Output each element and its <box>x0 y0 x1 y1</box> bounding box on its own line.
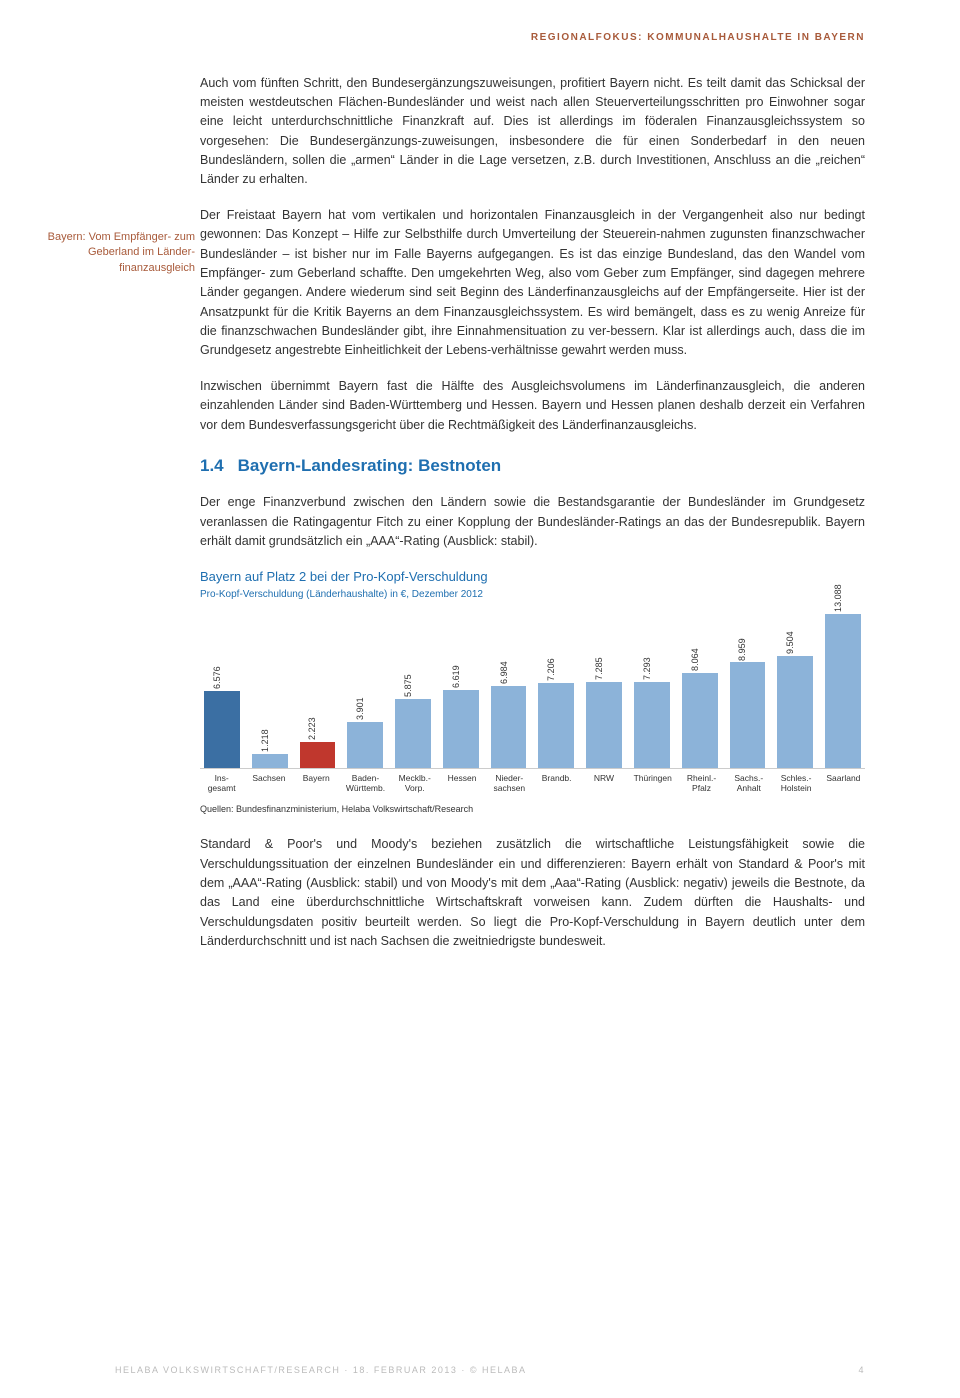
bar-value-label: 8.064 <box>689 648 703 671</box>
bar-value-label: 7.206 <box>545 659 559 682</box>
footer-page-number: 4 <box>858 1364 865 1378</box>
bar-value-label: 5.875 <box>402 674 416 697</box>
x-axis-label: Baden-Württemb. <box>346 773 385 793</box>
chart-source: Quellen: Bundesfinanzministerium, Helaba… <box>200 803 865 817</box>
bar-value-label: 7.285 <box>593 658 607 681</box>
body-paragraph: Auch vom fünften Schritt, den Bundesergä… <box>200 74 865 190</box>
chart-bar: 5.875 <box>395 609 431 768</box>
x-axis-label: Saarland <box>826 773 861 793</box>
chart-bar: 6.984 <box>491 609 527 768</box>
chart-bar: 6.576 <box>204 609 240 768</box>
bar-value-label: 2.223 <box>307 717 321 740</box>
x-axis-label: Rheinl.-Pfalz <box>684 773 719 793</box>
section-number: 1.4 <box>200 453 224 479</box>
x-axis-label: Sachsen <box>251 773 286 793</box>
chart-bar: 3.901 <box>347 609 383 768</box>
bar-value-label: 3.901 <box>354 698 368 721</box>
bar-chart: 6.576 1.218 2.223 3.901 5.875 6.619 6.984 7.206… <box>200 609 865 793</box>
chart-bar: 8.064 <box>682 609 718 768</box>
bar-value-label: 1.218 <box>259 729 273 752</box>
x-axis-label: Thüringen <box>634 773 672 793</box>
body-paragraph: Inzwischen übernimmt Bayern fast die Häl… <box>200 377 865 435</box>
bar-value-label: 8.959 <box>737 638 751 661</box>
x-axis-label: NRW <box>586 773 621 793</box>
bar-value-label: 6.984 <box>498 661 512 684</box>
x-axis-label: Brandb. <box>539 773 574 793</box>
x-axis-label: Nieder-sachsen <box>492 773 527 793</box>
bar-value-label: 6.576 <box>211 666 225 689</box>
body-paragraph: Der Freistaat Bayern hat vom vertikalen … <box>200 206 865 361</box>
footer-left: HELABA VOLKSWIRTSCHAFT/RESEARCH · 18. FE… <box>115 1364 527 1378</box>
bar-value-label: 6.619 <box>450 666 464 689</box>
chart-bar: 7.285 <box>586 609 622 768</box>
chart-bar: 2.223 <box>300 609 336 768</box>
body-paragraph: Der enge Finanzverbund zwischen den Länd… <box>200 493 865 551</box>
x-axis-label: Bayern <box>299 773 334 793</box>
x-axis-label: Mecklb.-Vorp. <box>397 773 432 793</box>
chart-bar: 6.619 <box>443 609 479 768</box>
chart-bar: 7.293 <box>634 609 670 768</box>
x-axis-label: Sachs.-Anhalt <box>731 773 766 793</box>
section-title: Bayern-Landesrating: Bestnoten <box>238 456 502 475</box>
bar-value-label: 9.504 <box>784 632 798 655</box>
x-axis-label: Schles.-Holstein <box>778 773 813 793</box>
chart-bar: 9.504 <box>777 609 813 768</box>
chart-bar: 8.959 <box>730 609 766 768</box>
x-axis-label: Hessen <box>444 773 479 793</box>
page-header: REGIONALFOKUS: KOMMUNALHAUSHALTE IN BAYE… <box>115 30 865 46</box>
bar-value-label: 7.293 <box>641 658 655 681</box>
chart-title: Bayern auf Platz 2 bei der Pro-Kopf-Vers… <box>200 567 865 587</box>
x-axis-label: Ins-gesamt <box>204 773 239 793</box>
body-paragraph: Standard & Poor's und Moody's beziehen z… <box>200 835 865 951</box>
chart-subtitle: Pro-Kopf-Verschuldung (Länderhaushalte) … <box>200 587 865 603</box>
margin-note: Bayern: Vom Empfänger- zum Geberland im … <box>40 230 195 276</box>
bar-value-label: 13.088 <box>832 584 846 612</box>
chart-bar: 1.218 <box>252 609 288 768</box>
chart-bar: 7.206 <box>538 609 574 768</box>
page-footer: HELABA VOLKSWIRTSCHAFT/RESEARCH · 18. FE… <box>115 1364 865 1378</box>
chart-bar: 13.088 <box>825 609 861 768</box>
section-heading: 1.4 Bayern-Landesrating: Bestnoten <box>200 453 865 479</box>
